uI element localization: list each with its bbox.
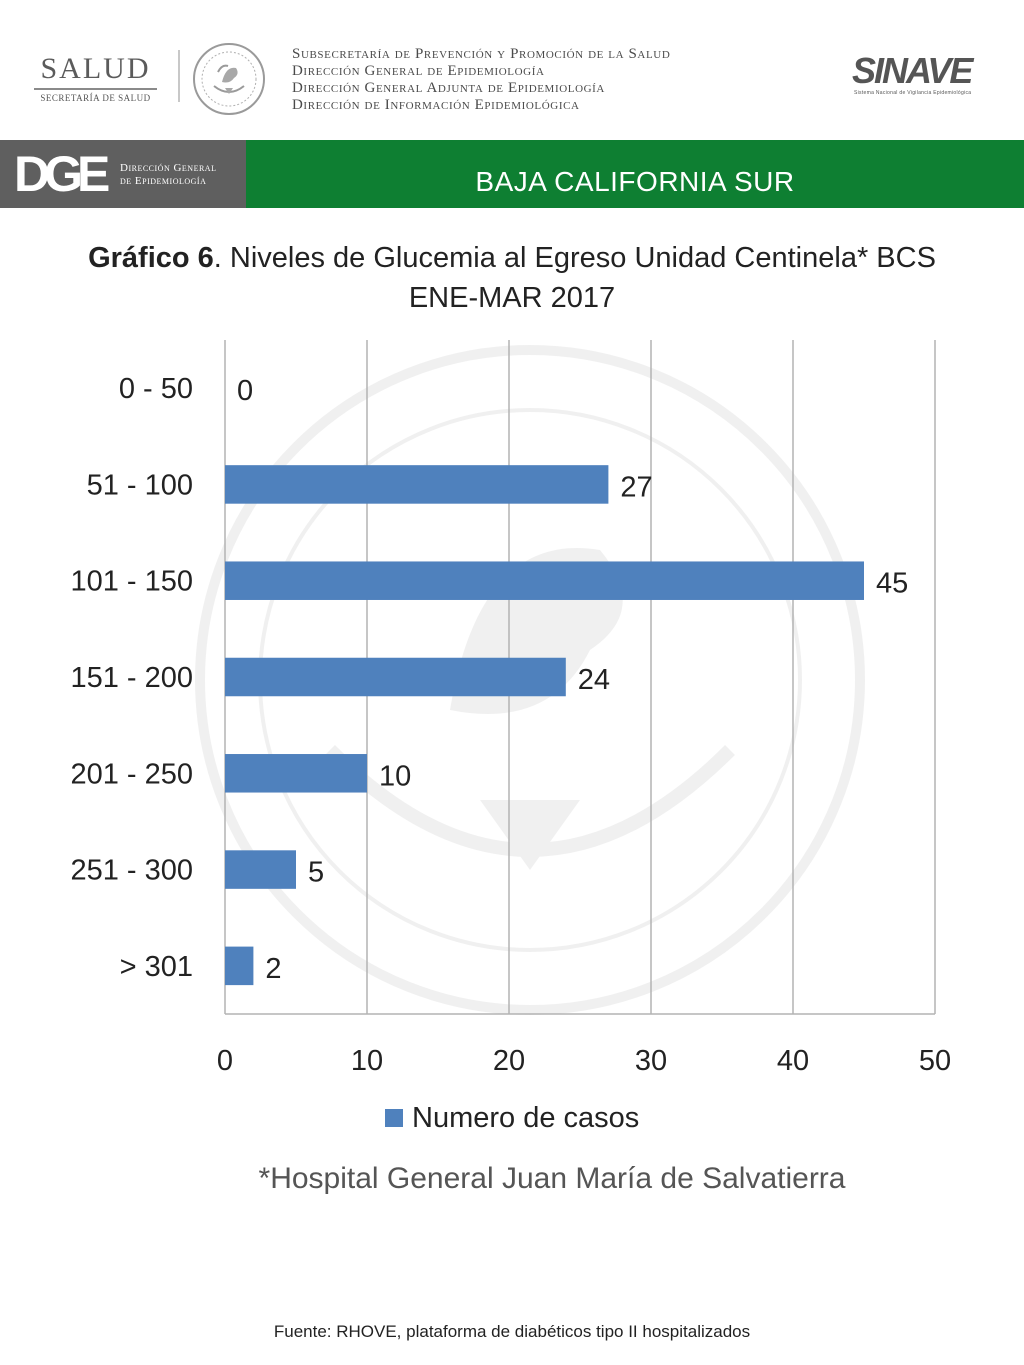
value-label-3: 24 [578, 664, 610, 696]
bar-6 [225, 946, 254, 986]
category-label-5: 251 - 300 [70, 855, 193, 887]
category-label-2: 101 - 150 [70, 566, 193, 598]
value-label-1: 27 [620, 471, 652, 503]
value-label-0: 0 [237, 375, 253, 407]
x-tick-0: 0 [217, 1045, 233, 1077]
bar-2 [225, 561, 864, 600]
org-line-adjunta: Dirección General Adjunta de Epidemiolog… [292, 80, 605, 96]
state-band: DGE Dirección General de Epidemiología B… [0, 140, 1024, 208]
x-tick-20: 20 [493, 1045, 525, 1077]
dge-panel: DGE Dirección General de Epidemiología [0, 140, 246, 208]
x-tick-labels: 0 10 20 30 40 50 [217, 1045, 951, 1077]
state-panel: BAJA CALIFORNIA SUR [246, 140, 1024, 208]
chart-title-bold: Gráfico 6 [88, 242, 214, 274]
chart-title-rest: . Niveles de Glucemia al Egreso Unidad C… [213, 242, 936, 274]
dge-logo-text: Dirección General de Epidemiología [120, 162, 216, 188]
category-labels: 0 - 50 51 - 100 101 - 150 151 - 200 201 - 25… [70, 373, 193, 983]
x-tick-30: 30 [635, 1045, 667, 1077]
bar-4 [225, 754, 367, 793]
chart-title-line1: Gráfico 6. Niveles de Glucemia al Egreso… [0, 238, 1024, 278]
value-label-6: 2 [265, 953, 281, 985]
category-label-3: 151 - 200 [70, 662, 193, 694]
chart-title: Gráfico 6. Niveles de Glucemia al Egreso… [0, 238, 1024, 318]
organization-lines: Subsecretaría de Prevención y Promoción … [292, 46, 670, 114]
x-tick-10: 10 [351, 1045, 383, 1077]
salud-logo-rule [34, 88, 157, 90]
chart-title-line2: ENE-MAR 2017 [408, 282, 616, 314]
value-label-2: 45 [876, 568, 908, 600]
dge-logo-line2: de Epidemiología [120, 175, 207, 187]
org-line-dge: Dirección General de Epidemiología [292, 63, 545, 79]
salud-logo-name: SALUD [40, 52, 151, 85]
salud-logo: SALUD SECRETARÍA DE SALUD [28, 52, 163, 112]
value-label-4: 10 [379, 760, 411, 792]
source-note: Fuente: RHOVE, plataforma de diabéticos … [273, 1322, 751, 1341]
category-label-0: 0 - 50 [119, 373, 193, 405]
legend-swatch [385, 1109, 403, 1127]
mexico-national-seal-icon [193, 43, 265, 115]
dge-logo-mark: DGE [14, 146, 110, 202]
org-line-subsecretaria: Subsecretaría de Prevención y Promoción … [292, 46, 671, 62]
state-name: BAJA CALIFORNIA SUR [475, 166, 795, 197]
header: SALUD SECRETARÍA DE SALUD Subsecretaría … [0, 0, 1024, 140]
footnote: *Hospital General Juan María de Salvatie… [258, 1162, 846, 1195]
dge-logo-line1: Dirección General [120, 162, 217, 174]
bar-5 [225, 850, 296, 889]
chart-legend: Numero de casos [385, 1102, 639, 1134]
bar-1 [225, 465, 609, 504]
bar-chart: 0 - 50 51 - 100 101 - 150 151 - 200 201 - 25… [70, 340, 951, 1134]
bar-3 [225, 657, 566, 697]
chart-bars [225, 465, 864, 986]
value-label-5: 5 [308, 857, 324, 889]
sinave-logo-subtitle: Sistema Nacional de Vigilancia Epidemiol… [854, 90, 972, 96]
category-label-1: 51 - 100 [87, 469, 193, 501]
x-tick-50: 50 [919, 1045, 951, 1077]
org-line-informacion: Dirección de Información Epidemiológica [292, 97, 580, 113]
sinave-logo-name: SINAVE [852, 50, 973, 91]
x-tick-40: 40 [777, 1045, 809, 1077]
category-label-6: > 301 [120, 951, 193, 983]
legend-label: Numero de casos [412, 1102, 639, 1134]
header-divider [178, 50, 180, 102]
salud-logo-subtitle: SECRETARÍA DE SALUD [40, 93, 151, 103]
sinave-logo: SINAVE Sistema Nacional de Vigilancia Ep… [852, 50, 992, 100]
value-labels: 0 27 45 24 10 5 2 [237, 375, 908, 985]
category-label-4: 201 - 250 [70, 758, 193, 790]
